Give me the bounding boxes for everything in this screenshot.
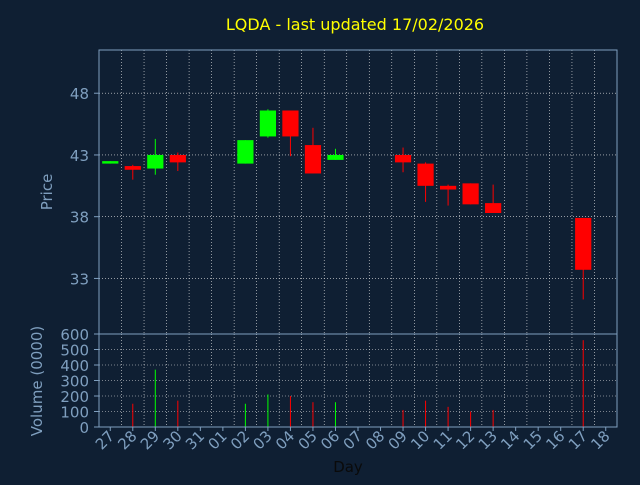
price-tick-label: 43 bbox=[70, 147, 89, 165]
x-tick-label: 18 bbox=[587, 427, 613, 453]
price-panel-frame bbox=[98, 49, 618, 335]
volume-tick-label: 300 bbox=[60, 373, 89, 391]
candle-body bbox=[237, 140, 254, 164]
price-marks bbox=[102, 109, 592, 300]
candle-body bbox=[259, 110, 277, 137]
price-tick-label: 33 bbox=[70, 270, 89, 288]
labels: LQDA - last updated 17/02/2026 Price Vol… bbox=[28, 15, 484, 476]
candle-body bbox=[102, 161, 119, 164]
candle-body bbox=[485, 203, 502, 213]
candle-body bbox=[147, 154, 164, 169]
volume-tick-label: 400 bbox=[60, 357, 89, 375]
candle-body bbox=[124, 166, 141, 170]
candle-body bbox=[575, 217, 592, 270]
volume-tick-label: 0 bbox=[79, 419, 89, 437]
candle-body bbox=[327, 154, 344, 160]
candle-body bbox=[169, 154, 186, 163]
chart-title: LQDA - last updated 17/02/2026 bbox=[226, 15, 484, 34]
candle-body bbox=[394, 154, 412, 163]
volume-marks bbox=[132, 340, 584, 427]
candle-body bbox=[304, 145, 322, 174]
price-tick-label: 38 bbox=[70, 209, 89, 227]
candle-body bbox=[439, 185, 457, 190]
volume-grid bbox=[99, 334, 617, 427]
price-grid bbox=[99, 50, 617, 334]
volume-tick-label: 600 bbox=[60, 326, 89, 344]
x-axis-label: Day bbox=[333, 458, 363, 476]
volume-tick-label: 500 bbox=[60, 342, 89, 360]
candle-body bbox=[282, 110, 299, 137]
candle-body bbox=[417, 163, 434, 186]
price-tick-label: 48 bbox=[70, 85, 89, 103]
volume-axis-label: Volume (0000) bbox=[28, 326, 46, 436]
volume-tick-label: 100 bbox=[60, 404, 89, 422]
volume-tick-label: 200 bbox=[60, 388, 89, 406]
price-axis-label: Price bbox=[38, 174, 56, 211]
candle-body bbox=[462, 183, 479, 205]
